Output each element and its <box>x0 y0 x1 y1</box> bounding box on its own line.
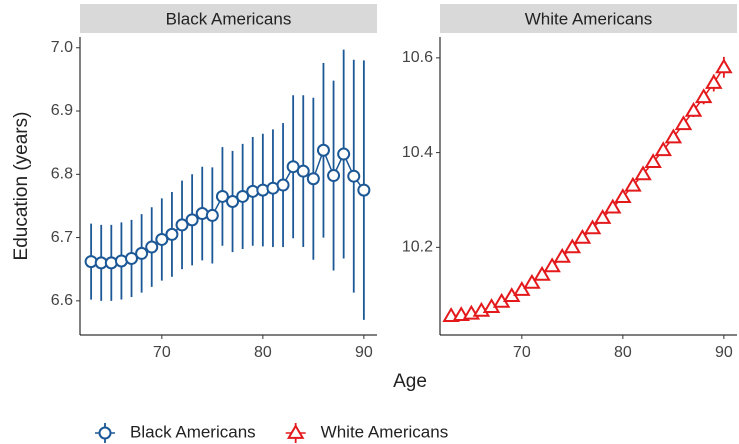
point <box>674 115 693 131</box>
point <box>185 213 199 227</box>
point <box>256 183 270 197</box>
facet-strip <box>80 4 377 33</box>
point <box>205 208 219 222</box>
point <box>523 273 541 289</box>
point <box>634 165 652 181</box>
point <box>226 195 240 209</box>
point <box>215 189 229 203</box>
point <box>684 101 703 117</box>
point <box>614 188 632 204</box>
y-tick-label: 6.7 <box>51 229 73 246</box>
point <box>553 247 571 263</box>
point <box>543 257 561 273</box>
point <box>357 183 371 197</box>
x-tick-label: 80 <box>254 344 272 361</box>
point <box>533 265 551 281</box>
point <box>513 281 531 296</box>
point <box>155 232 169 246</box>
line <box>451 66 725 317</box>
point <box>644 153 662 168</box>
point <box>715 58 733 74</box>
y-axis-label: Education (years) <box>11 112 32 261</box>
y-tick-label: 6.6 <box>51 292 73 309</box>
x-tick-label: 70 <box>153 344 171 361</box>
y-tick-label: 7.0 <box>51 39 73 56</box>
x-axis-label: Age <box>393 371 427 392</box>
x-tick-label: 90 <box>355 344 373 361</box>
x-tick-label: 70 <box>513 344 531 361</box>
legend-label: White Americans <box>321 422 449 441</box>
y-tick-label: 10.6 <box>402 49 433 66</box>
point <box>145 240 159 254</box>
point <box>135 246 149 260</box>
point <box>175 218 189 232</box>
point <box>236 189 250 203</box>
point <box>593 209 612 224</box>
point <box>337 147 351 161</box>
y-tick-label: 10.4 <box>402 144 433 161</box>
point <box>104 256 118 270</box>
point <box>573 228 592 244</box>
point <box>296 164 310 178</box>
point <box>347 169 361 183</box>
facet-strip <box>440 4 737 33</box>
legend-marker <box>98 426 112 440</box>
point <box>583 219 602 235</box>
point <box>624 176 642 192</box>
point <box>694 88 713 104</box>
point <box>306 172 320 186</box>
point <box>563 238 582 254</box>
legend-label: Black Americans <box>130 422 256 441</box>
facet-title: White Americans <box>525 9 653 28</box>
point <box>276 178 290 192</box>
point <box>664 128 683 144</box>
point <box>125 251 139 265</box>
x-tick-label: 90 <box>715 344 733 361</box>
facet-title: Black Americans <box>166 9 292 28</box>
y-tick-label: 6.8 <box>51 166 73 183</box>
x-tick-label: 80 <box>614 344 632 361</box>
point <box>705 73 723 89</box>
point <box>654 141 673 157</box>
point <box>327 169 341 183</box>
y-tick-label: 10.2 <box>402 239 433 256</box>
point <box>195 207 209 221</box>
point <box>165 227 179 241</box>
legend-marker <box>286 424 305 439</box>
y-tick-label: 6.9 <box>51 102 73 119</box>
point <box>603 198 622 214</box>
point <box>316 143 330 157</box>
